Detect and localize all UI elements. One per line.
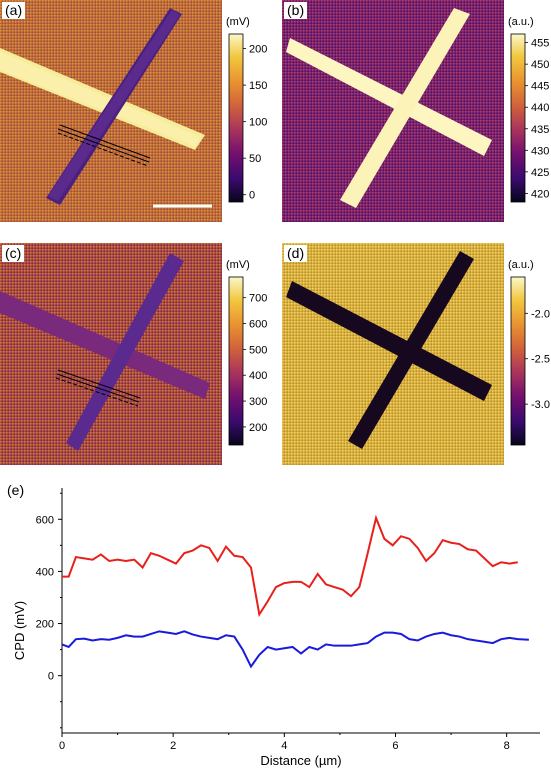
panel-d-image	[282, 243, 504, 465]
rod-horizontal	[0, 291, 210, 399]
panel-a-label: (a)	[2, 2, 26, 19]
colorbar-tick-label: 600	[249, 319, 267, 331]
panel-b-colorbar: 455 450 445 440 435 430 425 420	[510, 33, 549, 203]
colorbar-tick-label: 430	[531, 145, 549, 157]
y-tick-label: 600	[36, 514, 54, 526]
rod-vertical	[66, 253, 184, 451]
x-tick-label: 4	[281, 740, 287, 752]
colorbar-tick-label: 455	[531, 38, 549, 50]
panel-a-colorbar: 200 150 100 50 0	[228, 33, 267, 203]
panel-b: (b) 455 450 445 440 435 430 425 420 (a.u.)	[282, 0, 551, 230]
panel-c-image	[0, 243, 222, 465]
rod-vertical	[340, 8, 470, 208]
panel-b-image	[282, 0, 504, 222]
colorbar-tick-label: 420	[531, 188, 549, 200]
panel-c-colorbar: 700 600 500 400 300 200	[228, 276, 267, 446]
y-tick-label: 400	[36, 566, 54, 578]
y-axis-label: CPD (mV)	[12, 601, 27, 660]
panel-b-colorbar-unit: (a.u.)	[508, 16, 534, 28]
panel-d: (d) -2.0 -2.5 -3.0 (a.u.)	[282, 243, 551, 473]
colorbar-tick-label: 200	[249, 422, 267, 434]
colorbar-tick-label: 100	[249, 117, 267, 129]
rod-vertical	[348, 251, 474, 449]
panel-c-colorbar-unit: (mV)	[226, 259, 250, 271]
panel-d-colorbar-unit: (a.u.)	[508, 259, 534, 271]
panel-b-label: (b)	[284, 2, 308, 19]
panel-a-colorbar-unit: (mV)	[226, 16, 250, 28]
colorbar-tick-label: 400	[249, 370, 267, 382]
y-tick-label: 200	[36, 619, 54, 631]
colorbar-tick-label: 425	[531, 167, 549, 179]
rod-horizontal	[286, 281, 492, 401]
panel-d-label: (d)	[284, 245, 308, 262]
x-tick-label: 2	[170, 740, 176, 752]
rod-vertical	[46, 8, 182, 205]
x-axis-label: Distance (µm)	[260, 753, 341, 768]
colorbar-tick-label: 700	[249, 293, 267, 305]
panel-c-label: (c)	[2, 245, 25, 262]
colorbar-tick-label: 435	[531, 124, 549, 136]
series-line-0	[62, 514, 518, 618]
panel-a: (a) 200 150 100 50 0 (mV)	[0, 0, 280, 230]
x-tick-label: 0	[59, 740, 65, 752]
colorbar-tick-label: 150	[249, 80, 267, 92]
colorbar-tick-label: -2.0	[531, 308, 550, 320]
x-tick-label: 6	[392, 740, 398, 752]
panel-d-colorbar: -2.0 -2.5 -3.0	[510, 276, 550, 446]
series-line-1	[61, 630, 529, 669]
colorbar-tick-label: 50	[249, 153, 261, 165]
colorbar-tick-label: 200	[249, 44, 267, 56]
colorbar-tick-label: 445	[531, 81, 549, 93]
panel-a-image	[0, 0, 222, 222]
colorbar-tick-label: 450	[531, 59, 549, 71]
y-tick-label: 0	[48, 671, 54, 683]
panel-e-label: (e)	[4, 482, 28, 499]
colorbar-tick-label: -3.0	[531, 399, 550, 411]
panel-c: (c) 700 600 500 400 300 200 (mV)	[0, 243, 280, 473]
rod-horizontal	[0, 48, 205, 150]
line-chart: 0 200 400 600 0 2 4 6 8 Distance (µm) CPD (mV)	[12, 488, 540, 768]
colorbar-tick-label: 440	[531, 102, 549, 114]
colorbar-tick-label: -2.5	[531, 354, 550, 366]
colorbar-tick-label: 0	[249, 190, 255, 202]
colorbar-tick-label: 300	[249, 396, 267, 408]
colorbar-tick-label: 500	[249, 344, 267, 356]
x-tick-label: 8	[504, 740, 510, 752]
panel-e: (e) 0 200 400 600 0 2 4 6 8 Distance (µm) CPD (mV)	[0, 478, 551, 769]
rod-horizontal	[286, 38, 492, 156]
